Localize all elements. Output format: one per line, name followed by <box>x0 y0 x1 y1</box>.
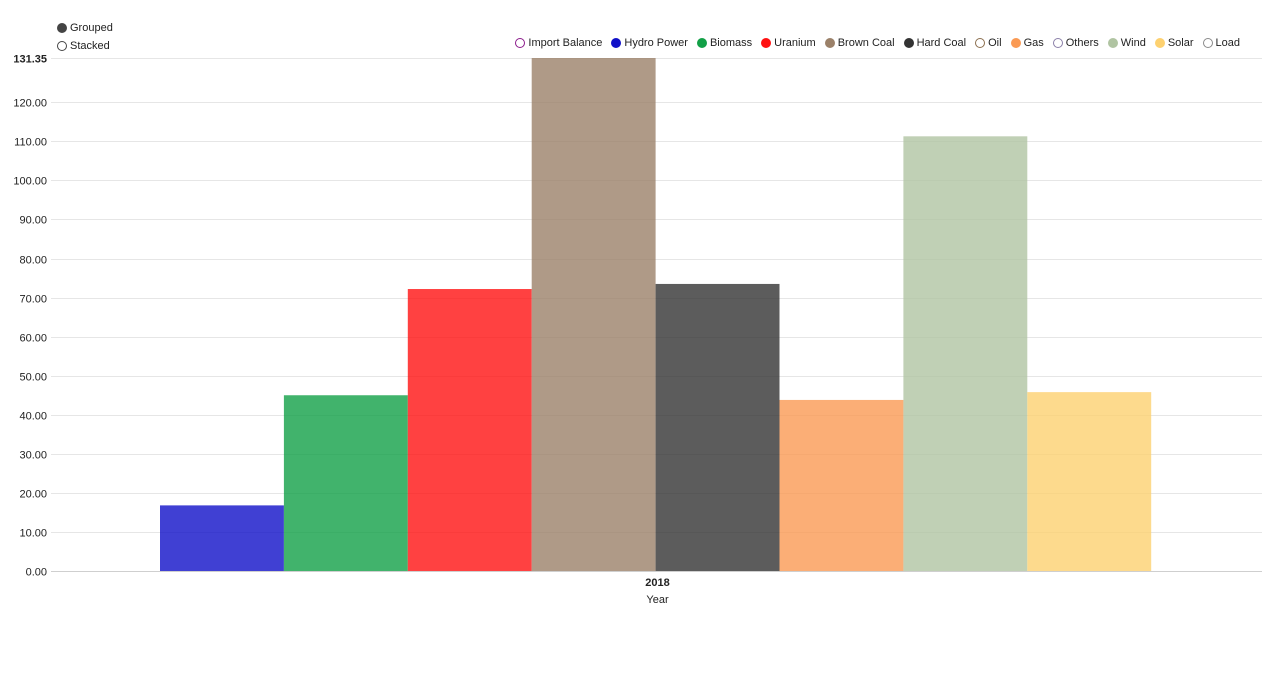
y-tick-label: 10.00 <box>19 528 47 540</box>
legend-marker-icon <box>611 38 622 48</box>
bar-hydro-power[interactable] <box>160 505 284 571</box>
y-tick-label: 70.00 <box>19 294 47 306</box>
legend-item-hard-coal[interactable]: Hard Coal <box>903 37 967 49</box>
legend-label: Biomass <box>709 37 753 49</box>
legend-marker-icon <box>515 38 526 48</box>
legend-marker-icon <box>1154 38 1165 48</box>
stacked-label: Stacked <box>70 40 110 52</box>
bar-uranium[interactable] <box>407 289 532 571</box>
legend-marker-icon <box>1010 38 1021 48</box>
legend-item-import-balance[interactable]: Import Balance <box>515 37 602 49</box>
y-tick-label: 0.00 <box>26 567 47 579</box>
x-axis-title: Year <box>646 594 669 606</box>
bar-brown-coal[interactable] <box>531 58 656 571</box>
legend-marker-icon <box>824 38 835 48</box>
legend-label: Solar <box>1167 37 1194 49</box>
y-tick-label: 30.00 <box>19 450 47 462</box>
legend-item-others[interactable]: Others <box>1052 37 1099 49</box>
legend-item-gas[interactable]: Gas <box>1010 37 1044 49</box>
legend-marker-icon <box>761 38 772 48</box>
y-tick-label: 60.00 <box>19 333 47 345</box>
legend-marker-icon <box>975 38 986 48</box>
legend-marker-icon <box>1052 38 1063 48</box>
legend-item-brown-coal[interactable]: Brown Coal <box>824 37 895 49</box>
legend-marker-icon <box>903 38 914 48</box>
chart-legend: Import Balance Hydro Power Biomass Uranium B… <box>506 37 1240 49</box>
y-tick-label: 40.00 <box>19 411 47 423</box>
bar-gas[interactable] <box>779 399 904 571</box>
mode-toggle: Grouped Stacked <box>57 19 113 55</box>
y-axis-max-label: 131.35 <box>13 54 47 66</box>
legend-item-solar[interactable]: Solar <box>1154 37 1194 49</box>
x-tick-label: 2018 <box>645 577 669 589</box>
legend-label: Hard Coal <box>916 37 967 49</box>
legend-label: Load <box>1215 37 1240 49</box>
legend-item-wind[interactable]: Wind <box>1107 37 1146 49</box>
bar-solar[interactable] <box>1027 392 1152 571</box>
legend-label: Gas <box>1023 37 1044 49</box>
bar-hard-coal[interactable] <box>655 283 780 571</box>
legend-label: Import Balance <box>528 37 603 49</box>
y-tick-label: 90.00 <box>19 215 47 227</box>
legend-item-oil[interactable]: Oil <box>975 37 1002 49</box>
legend-label: Others <box>1065 37 1099 49</box>
y-tick-label: 110.00 <box>14 137 47 149</box>
grouped-option[interactable]: Grouped <box>57 19 113 37</box>
y-tick-label: 80.00 <box>19 255 47 267</box>
legend-label: Oil <box>988 37 1002 49</box>
legend-item-load[interactable]: Load <box>1202 37 1240 49</box>
legend-item-biomass[interactable]: Biomass <box>696 37 753 49</box>
y-tick-label: 120.00 <box>13 98 47 110</box>
y-tick-label: 50.00 <box>19 372 47 384</box>
y-tick-label: 100.00 <box>13 176 47 188</box>
legend-label: Wind <box>1120 37 1146 49</box>
bar-biomass[interactable] <box>283 395 408 571</box>
bar-wind[interactable] <box>903 136 1028 571</box>
legend-label: Hydro Power <box>624 37 688 49</box>
grouped-label: Grouped <box>70 22 113 34</box>
radio-unselected-icon <box>57 41 67 51</box>
legend-item-hydro-power[interactable]: Hydro Power <box>611 37 688 49</box>
legend-marker-icon <box>696 38 707 48</box>
radio-selected-icon <box>57 23 67 33</box>
legend-label: Brown Coal <box>837 37 895 49</box>
legend-marker-icon <box>1107 38 1118 48</box>
y-tick-label: 20.00 <box>19 489 47 501</box>
legend-marker-icon <box>1202 38 1213 48</box>
stacked-option[interactable]: Stacked <box>57 37 113 55</box>
legend-item-uranium[interactable]: Uranium <box>761 37 816 49</box>
legend-label: Uranium <box>774 37 816 49</box>
